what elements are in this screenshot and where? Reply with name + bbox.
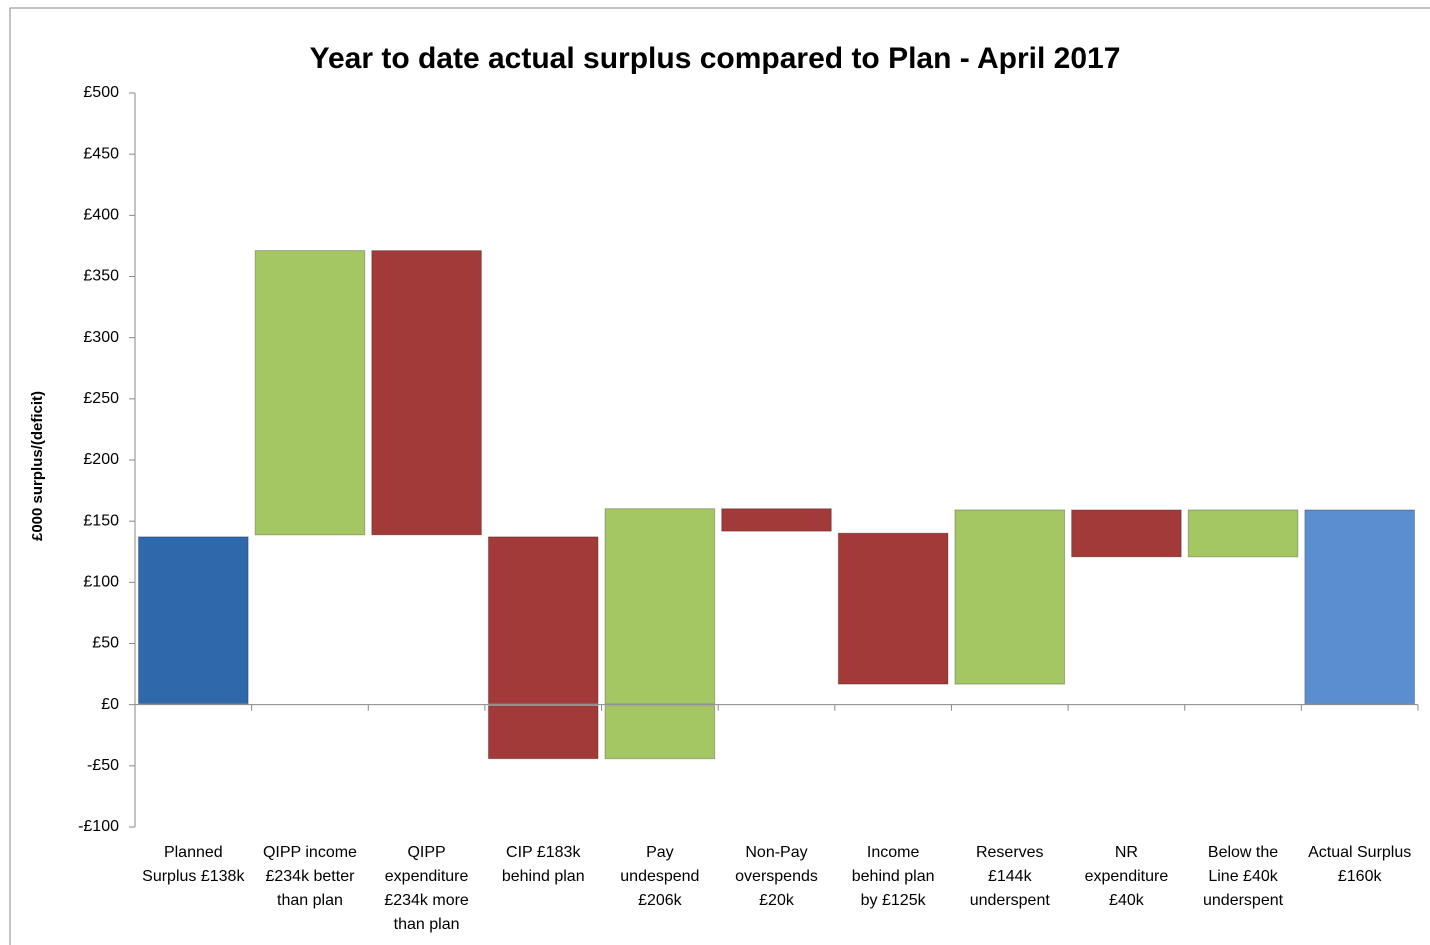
y-tick-label: £500 xyxy=(83,84,119,101)
y-tick-label: £200 xyxy=(83,451,119,468)
x-tick-label: CIP £183k behind plan xyxy=(502,844,585,885)
y-tick-label: £0 xyxy=(101,696,119,713)
bar xyxy=(487,536,599,705)
x-tick-label-line: £160k xyxy=(1338,868,1383,885)
y-tick-label: £50 xyxy=(92,635,119,652)
x-tick-label-line: Below the xyxy=(1208,844,1278,861)
x-tick-label-line: than plan xyxy=(277,892,343,909)
x-tick-label-line: CIP £183k xyxy=(506,844,581,861)
x-tick-label: NR expenditure £40k xyxy=(1085,844,1169,909)
x-tick-label-line: than plan xyxy=(394,916,460,933)
chart-border xyxy=(9,7,1430,945)
x-tick-label: Income behind plan by £125k xyxy=(852,844,935,909)
x-tick-label: Non-Pay overspends £20k xyxy=(735,844,818,909)
x-tick-label: Below the Line £40k underspent xyxy=(1203,844,1284,909)
bar xyxy=(604,508,716,705)
bar xyxy=(1304,509,1416,705)
y-tick-label: -£100 xyxy=(78,818,119,835)
x-tick-label: Reserves £144k underspent xyxy=(970,844,1051,909)
x-tick-label-line: Actual Surplus xyxy=(1308,844,1411,861)
y-tick-label: £450 xyxy=(83,145,119,162)
chart-title: Year to date actual surplus compared to … xyxy=(310,42,1121,75)
bar xyxy=(371,250,482,536)
x-tick-label-line: Income xyxy=(867,844,920,861)
x-tick-label-line: £234k more xyxy=(384,892,469,909)
x-tick-label-line: £40k xyxy=(1109,892,1145,909)
x-tick-label-line: Pay xyxy=(646,844,674,861)
y-tick-label: £250 xyxy=(83,390,119,407)
x-tick-label-line: Line £40k xyxy=(1208,868,1278,885)
x-tick-label: Pay undespend £206k xyxy=(620,844,699,909)
bar xyxy=(837,532,949,685)
x-tick-label: Actual Surplus £160k xyxy=(1308,844,1411,885)
y-tick-label: -£50 xyxy=(87,757,119,774)
y-tick-label: £150 xyxy=(83,512,119,529)
x-tick-label-line: overspends xyxy=(735,868,818,885)
x-tick-label-line: Non-Pay xyxy=(745,844,807,861)
x-tick-label-line: by £125k xyxy=(861,892,927,909)
bar xyxy=(954,509,1066,685)
bar xyxy=(721,508,832,532)
y-tick-label: £350 xyxy=(83,268,119,285)
x-tick-label-line: £206k xyxy=(638,892,683,909)
x-tick-label-line: £20k xyxy=(759,892,795,909)
x-tick-label: Planned Surplus £138k xyxy=(142,844,245,885)
x-tick-label-line: underspent xyxy=(1203,892,1284,909)
x-tick-label-line: NR xyxy=(1115,844,1138,861)
x-tick-label-line: Surplus £138k xyxy=(142,868,245,885)
x-tick-label-line: behind plan xyxy=(502,868,585,885)
x-tick-label-line: Planned xyxy=(164,844,223,861)
y-tick-label: £100 xyxy=(83,574,119,591)
x-tick-label: QIPP expenditure £234k more than plan xyxy=(384,844,469,933)
x-tick-label: QIPP income £234k better than plan xyxy=(263,844,357,909)
x-tick-label-line: underspent xyxy=(970,892,1051,909)
y-axis-label: £000 surplus/(deficit) xyxy=(29,391,46,541)
bar xyxy=(254,250,366,536)
x-tick-label-line: £144k xyxy=(988,868,1033,885)
x-tick-label-line: £234k better xyxy=(265,868,355,885)
bar xyxy=(137,536,249,705)
x-tick-label-line: behind plan xyxy=(852,868,935,885)
bar xyxy=(487,705,599,760)
bar xyxy=(1071,509,1182,558)
x-tick-label-line: expenditure xyxy=(385,868,469,885)
y-tick-label: £300 xyxy=(83,329,119,346)
x-tick-label-line: undespend xyxy=(620,868,699,885)
y-tick-label: £400 xyxy=(83,207,119,224)
bar xyxy=(604,705,716,760)
bar xyxy=(1187,509,1299,558)
x-tick-label-line: Reserves xyxy=(976,844,1044,861)
x-tick-label-line: QIPP income xyxy=(263,844,357,861)
x-tick-label-line: QIPP xyxy=(407,844,445,861)
x-tick-label-line: expenditure xyxy=(1085,868,1169,885)
